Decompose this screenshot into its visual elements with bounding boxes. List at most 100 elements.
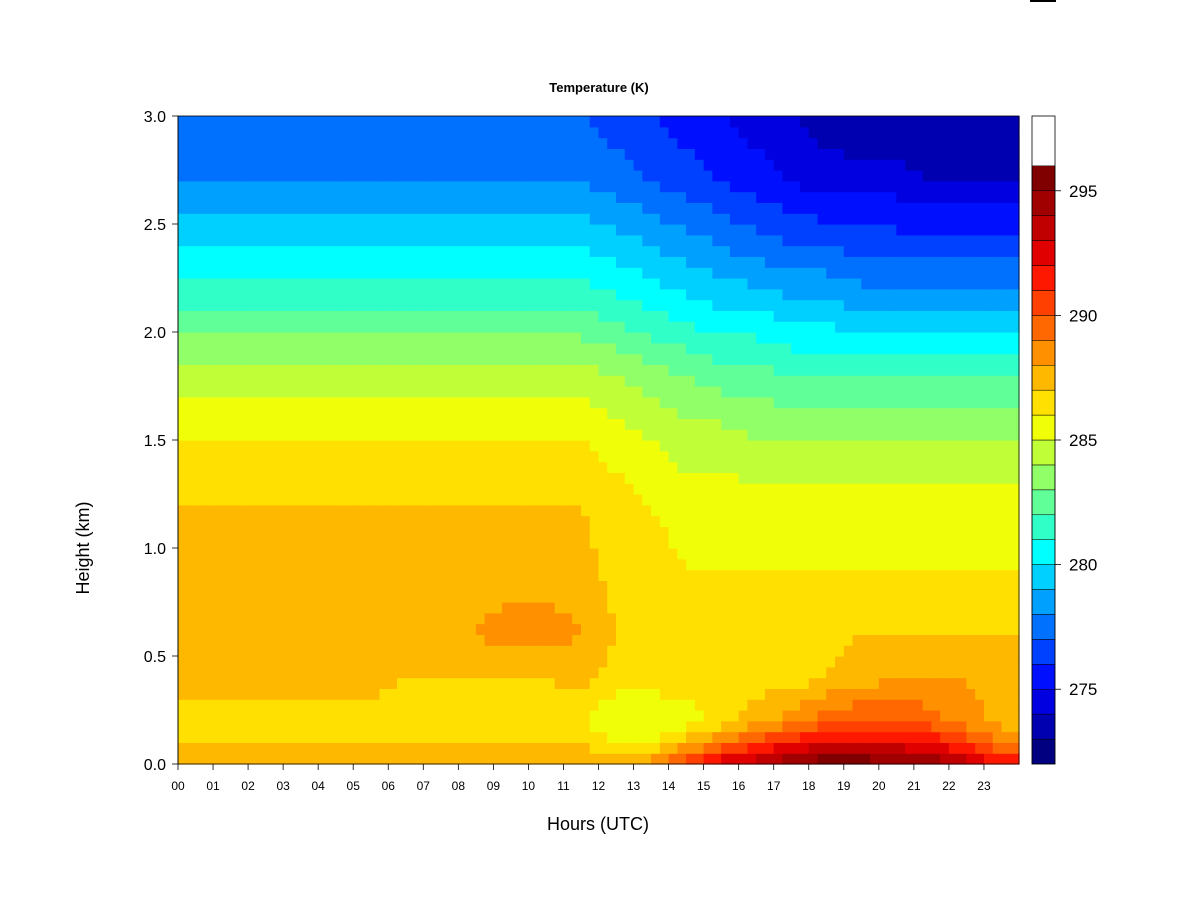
heatmap-cell	[335, 688, 346, 700]
heatmap-cell	[747, 677, 757, 689]
heatmap-cell	[659, 256, 670, 268]
heatmap-cell	[651, 472, 661, 484]
heatmap-cell	[677, 126, 687, 139]
heatmap-cell	[721, 731, 731, 743]
heatmap-cell	[353, 558, 363, 571]
heatmap-cell	[791, 494, 801, 506]
heatmap-cell	[580, 224, 591, 236]
heatmap-cell	[405, 699, 416, 711]
heatmap-cell	[878, 288, 889, 301]
heatmap-cell	[624, 202, 635, 214]
heatmap-cell	[528, 450, 538, 463]
heatmap-cell	[686, 278, 696, 290]
heatmap-cell	[694, 429, 705, 441]
heatmap-cell	[729, 170, 740, 182]
heatmap-cell	[318, 720, 328, 733]
heatmap-cell	[896, 310, 906, 322]
heatmap-cell	[291, 580, 302, 592]
heatmap-cell	[896, 342, 906, 355]
heatmap-cell	[537, 418, 547, 430]
heatmap-cell	[510, 234, 521, 247]
heatmap-cell	[379, 224, 389, 236]
heatmap-cell	[510, 742, 521, 754]
heatmap-cell	[213, 310, 223, 322]
heatmap-cell	[248, 116, 258, 128]
heatmap-cell	[861, 148, 871, 160]
heatmap-cell	[326, 299, 337, 311]
heatmap-cell	[756, 429, 766, 441]
heatmap-cell	[493, 148, 503, 160]
heatmap-cell	[274, 591, 284, 603]
heatmap-cell	[300, 558, 311, 571]
heatmap-cell	[265, 213, 275, 225]
heatmap-cell	[817, 731, 827, 743]
heatmap-cell	[528, 472, 538, 484]
heatmap-cell	[344, 234, 354, 247]
heatmap-cell	[256, 504, 267, 517]
heatmap-cell	[633, 234, 643, 247]
heatmap-cell	[423, 634, 433, 646]
heatmap-cell	[764, 699, 775, 711]
heatmap-cell	[712, 353, 722, 365]
heatmap-cell	[493, 126, 503, 139]
heatmap-cell	[397, 180, 407, 193]
heatmap-cell	[467, 623, 477, 635]
heatmap-cell	[747, 688, 757, 700]
heatmap-cell	[318, 623, 328, 635]
heatmap-cell	[423, 224, 433, 236]
heatmap-cell	[458, 407, 468, 419]
heatmap-cell	[563, 537, 573, 549]
heatmap-cell	[370, 558, 381, 571]
heatmap-cell	[361, 537, 372, 549]
heatmap-cell	[598, 278, 608, 290]
heatmap-cell	[537, 580, 547, 592]
heatmap-cell	[703, 483, 713, 495]
heatmap-cell	[878, 537, 889, 549]
heatmap-cell	[221, 645, 232, 657]
heatmap-cell	[729, 720, 740, 733]
heatmap-cell	[274, 332, 284, 344]
heatmap-cell	[817, 191, 827, 203]
heatmap-cell	[502, 731, 512, 743]
heatmap-cell	[817, 558, 827, 571]
heatmap-cell	[379, 494, 389, 506]
heatmap-cell	[213, 375, 223, 387]
heatmap-cell	[686, 504, 696, 517]
heatmap-cell	[747, 170, 757, 182]
heatmap-cell	[467, 353, 477, 365]
heatmap-cell	[291, 116, 302, 128]
heatmap-cell	[677, 288, 687, 301]
heatmap-cell	[274, 224, 284, 236]
heatmap-cell	[896, 299, 906, 311]
heatmap-cell	[817, 245, 827, 257]
heatmap-cell	[791, 731, 801, 743]
heatmap-cell	[633, 548, 643, 560]
heatmap-cell	[335, 288, 346, 301]
heatmap-cell	[870, 159, 880, 171]
heatmap-cell	[887, 148, 897, 160]
heatmap-cell	[572, 461, 582, 473]
heatmap-cell	[861, 202, 871, 214]
heatmap-cell	[300, 245, 311, 257]
heatmap-cell	[642, 170, 652, 182]
heatmap-cell	[344, 742, 354, 754]
heatmap-cell	[388, 321, 398, 333]
heatmap-cell	[379, 569, 389, 581]
heatmap-cell	[642, 645, 652, 657]
heatmap-cell	[677, 494, 687, 506]
heatmap-cell	[449, 591, 459, 603]
heatmap-cell	[624, 418, 635, 430]
heatmap-cell	[537, 677, 547, 689]
heatmap-cell	[379, 483, 389, 495]
heatmap-cell	[361, 310, 372, 322]
heatmap-cell	[230, 245, 240, 257]
heatmap-cell	[607, 429, 617, 441]
heatmap-cell	[563, 753, 573, 765]
heatmap-cell	[843, 591, 854, 603]
heatmap-cell	[467, 386, 477, 398]
heatmap-cell	[694, 526, 705, 538]
heatmap-cell	[738, 267, 749, 279]
heatmap-cell	[440, 515, 451, 527]
heatmap-cell	[353, 256, 363, 268]
heatmap-cell	[405, 742, 416, 754]
